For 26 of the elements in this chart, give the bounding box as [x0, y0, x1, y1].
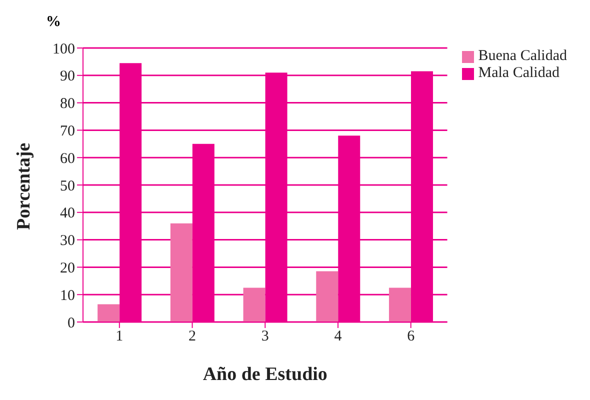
y-tick-label: 100	[52, 41, 75, 58]
y-tick-label: 30	[60, 233, 75, 250]
y-tick-label: 0	[68, 315, 75, 332]
bar	[98, 304, 120, 322]
y-tick-label: 60	[60, 150, 75, 167]
bar	[316, 271, 338, 322]
y-tick-label: 10	[60, 288, 75, 304]
bar	[388, 288, 411, 322]
y-tick-label: 70	[60, 124, 75, 140]
y-tick-label: 40	[60, 206, 75, 222]
x-tick-label: 6	[407, 328, 416, 345]
legend-label: Buena Calidad	[478, 48, 567, 64]
bar	[170, 223, 192, 322]
y-tick-label: 50	[60, 178, 75, 194]
y-axis-title: Porcentaje	[14, 142, 35, 230]
y-tick-label: 20	[60, 260, 75, 277]
y-tick-label: 80	[60, 96, 75, 112]
bar	[243, 288, 266, 322]
y-tick-label: 90	[60, 68, 75, 85]
text: %	[46, 14, 61, 31]
legend-label: Mala Calidad	[478, 65, 560, 81]
x-axis-title: Año de Estudio	[202, 364, 328, 385]
x-tick-label: 3	[261, 328, 269, 345]
x-tick-label: 1	[116, 328, 124, 345]
x-tick-label: 4	[334, 328, 342, 345]
x-tick-label: 2	[188, 328, 196, 345]
